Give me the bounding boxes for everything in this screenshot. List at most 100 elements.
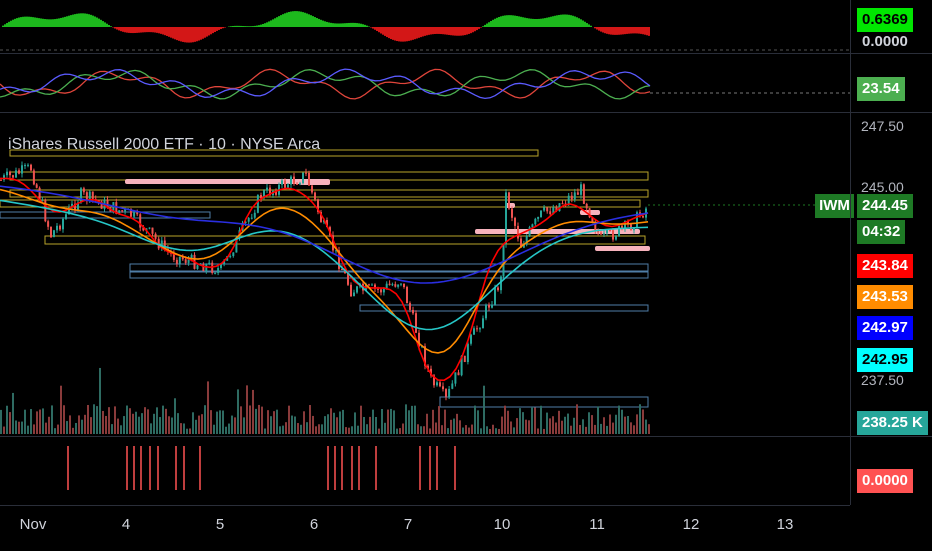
oscillator-bar — [176, 27, 178, 40]
oscillator-bar — [200, 27, 202, 40]
oscillator-bar — [126, 27, 128, 33]
volume-bar — [324, 416, 326, 434]
oscillator-bar — [568, 15, 570, 27]
oscillator-bar — [356, 23, 358, 27]
oscillator-bar — [102, 21, 104, 27]
oscillator-bar — [300, 12, 302, 27]
oscillator-bar — [444, 27, 446, 34]
oscillator-bar — [194, 27, 196, 42]
volume-bar — [375, 417, 377, 434]
volume-bar — [33, 424, 35, 434]
pane-separator[interactable] — [0, 112, 932, 113]
oscillator-bar — [500, 16, 502, 27]
time-axis[interactable]: Nov 4 5 6 7 10 11 12 13 — [0, 505, 850, 551]
volume-bar — [87, 405, 89, 434]
oscillator-bar — [54, 19, 56, 27]
oscillator-bar — [484, 25, 486, 27]
volume-bar — [81, 420, 83, 434]
volume-bar — [555, 423, 557, 434]
oscillator-bar — [428, 27, 430, 35]
volume-bar — [0, 410, 2, 434]
oscillator-bar — [262, 24, 264, 27]
oscillator-bar — [464, 27, 466, 35]
oscillator-bar — [246, 26, 248, 27]
price-axis[interactable]: 247.50 245.00 237.50 0.6369 0.0000 23.54… — [850, 0, 932, 505]
volume-bar — [390, 409, 392, 434]
oscillator-bar — [342, 23, 344, 27]
pane-separator[interactable] — [0, 53, 932, 54]
oscillator-bar — [608, 27, 610, 34]
oscillator-bar — [430, 27, 432, 34]
oscillator-bar — [416, 27, 418, 39]
chart-title: iShares Russell 2000 ETF · 10 · NYSE Arc… — [8, 136, 320, 154]
oscillator-bar — [298, 11, 300, 27]
oscillator-bar — [612, 27, 614, 35]
volume-bar — [288, 406, 290, 434]
oscillator-bar — [82, 13, 84, 27]
volume-bar — [36, 411, 38, 434]
oscillator-bar — [150, 27, 152, 32]
oscillator-bar — [306, 13, 308, 27]
volume-bar — [243, 417, 245, 434]
oscillator-bar — [616, 27, 618, 35]
volume-bar — [372, 410, 374, 434]
oscillator-bar — [442, 27, 444, 34]
oscillator-bar — [630, 27, 632, 34]
oscillator-bar — [108, 25, 110, 27]
highlight-bar — [300, 180, 330, 185]
oscillator-bar — [420, 27, 422, 37]
oscillator-bar — [168, 27, 170, 37]
oscillator-bar — [124, 27, 126, 32]
volume-bar — [507, 411, 509, 434]
time-tick: 5 — [216, 516, 224, 533]
volume-bar — [471, 425, 473, 434]
oscillator-bar — [14, 19, 16, 27]
chart-area[interactable]: iShares Russell 2000 ETF · 10 · NYSE Arc… — [0, 0, 850, 505]
oscillator-bar — [422, 27, 424, 36]
volume-bar — [429, 428, 431, 434]
oscillator-bar — [576, 17, 578, 27]
volume-bar — [234, 417, 236, 434]
volume-bar — [339, 411, 341, 434]
price-chart[interactable] — [0, 0, 850, 505]
oscillator-bar — [296, 11, 298, 27]
oscillator-bar — [10, 21, 12, 27]
volume-bar — [135, 412, 137, 434]
oscillator-bar — [58, 18, 60, 27]
volume-bar — [204, 405, 206, 434]
ma-red-label: 243.84 — [857, 254, 913, 278]
volume-bar — [606, 426, 608, 434]
oscillator-bar — [620, 27, 622, 35]
oscillator-bar — [558, 15, 560, 27]
oscillator-bar — [170, 27, 172, 38]
volume-bar — [108, 407, 110, 434]
oscillator-bar — [332, 23, 334, 27]
volume-bar — [336, 417, 338, 434]
oscillator-bar — [254, 26, 256, 27]
oscillator-bar — [100, 20, 102, 27]
oscillator-bar — [482, 26, 484, 27]
oscillator-bar — [140, 27, 142, 33]
volume-bar — [447, 428, 449, 434]
oscillator-bar — [304, 13, 306, 27]
volume-bar — [528, 420, 530, 434]
oscillator-bar — [50, 19, 52, 27]
volume-bar — [369, 417, 371, 434]
oscillator-bar — [414, 27, 416, 39]
oscillator-bar — [182, 27, 184, 42]
volume-bar — [345, 427, 347, 434]
oscillator-bar — [286, 13, 288, 27]
oscillator-bar — [638, 27, 640, 34]
oscillator-bar — [578, 18, 580, 27]
oscillator-bar — [580, 19, 582, 27]
oscillator-bar — [468, 27, 470, 34]
oscillator-bar — [136, 27, 138, 33]
oscillator-bar — [184, 27, 186, 42]
oscillator-bar — [410, 27, 412, 40]
volume-bar — [576, 404, 578, 434]
pane-separator[interactable] — [0, 436, 932, 437]
oscillator-bar — [288, 12, 290, 27]
oscillator-bar — [90, 15, 92, 27]
oscillator-bar — [626, 27, 628, 34]
oscillator-bar — [202, 27, 204, 39]
